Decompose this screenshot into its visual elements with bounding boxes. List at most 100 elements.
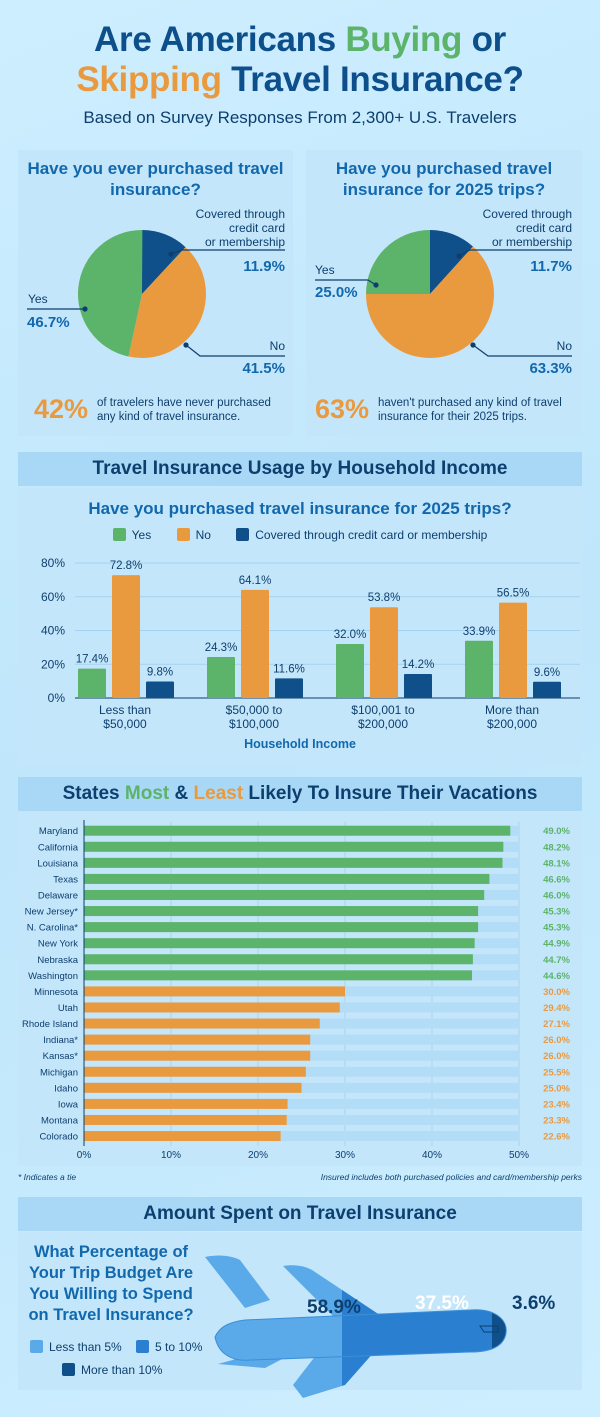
pie-2025-no-value: 63.3% bbox=[529, 360, 572, 377]
callout-42: 42% bbox=[34, 394, 89, 424]
question-line: on Travel Insurance? bbox=[28, 1306, 194, 1324]
label-line: credit card bbox=[515, 221, 572, 235]
subtitle: Based on Survey Responses From 2,300+ U.… bbox=[83, 108, 517, 127]
state-bar bbox=[84, 986, 345, 997]
x-tick-label: $100,001 to bbox=[351, 703, 415, 717]
state-value: 49.0% bbox=[543, 826, 570, 837]
state-bar bbox=[84, 906, 479, 917]
x-tick-label: $100,000 bbox=[229, 717, 279, 731]
pie-charts bbox=[27, 230, 572, 358]
pie-ever-no-label: No bbox=[269, 339, 285, 353]
x-tick-label: 10% bbox=[161, 1150, 181, 1161]
legend-label: No bbox=[195, 528, 211, 542]
bar-value-label: 32.0% bbox=[334, 629, 367, 641]
state-value: 46.6% bbox=[543, 874, 570, 885]
y-tick-label: 0% bbox=[48, 691, 66, 705]
pie-ever-covered-value: 11.9% bbox=[243, 258, 285, 275]
income-legend: Yes No Covered through credit card or me… bbox=[0, 527, 600, 543]
legend-5-10: 5 to 10% bbox=[136, 1339, 202, 1355]
pie-title-ever: Have you ever purchased travel insurance… bbox=[27, 159, 284, 199]
state-value: 22.6% bbox=[543, 1132, 570, 1143]
income-chart-title: Have you purchased travel insurance for … bbox=[88, 499, 512, 518]
state-value: 25.0% bbox=[543, 1083, 570, 1094]
state-label: Colorado bbox=[39, 1132, 78, 1143]
state-label: Montana bbox=[41, 1115, 79, 1126]
bar-track bbox=[84, 1131, 519, 1142]
state-bar bbox=[84, 841, 504, 852]
pie-2025-yes-value: 25.0% bbox=[315, 284, 358, 301]
state-label: Texas bbox=[53, 874, 78, 885]
legend-swatch-yes bbox=[112, 528, 126, 541]
bar-no bbox=[112, 575, 140, 698]
bar-yes bbox=[465, 640, 493, 698]
bar-yes bbox=[336, 644, 364, 698]
legend-swatch bbox=[136, 1340, 149, 1353]
question-line: Your Trip Budget Are bbox=[28, 1264, 194, 1282]
state-value: 29.4% bbox=[543, 1003, 570, 1014]
pie-2025 bbox=[366, 230, 494, 358]
pie-slice-yes bbox=[78, 230, 143, 357]
state-label: Washington bbox=[28, 971, 78, 982]
bar-value-label: 53.8% bbox=[368, 592, 401, 604]
bar-track bbox=[84, 1114, 519, 1125]
pie-2025-covered-value: 11.7% bbox=[530, 258, 572, 275]
x-tick-label: $50,000 to bbox=[226, 703, 283, 717]
state-label: Delaware bbox=[38, 890, 78, 901]
y-tick-label: 40% bbox=[41, 624, 65, 638]
state-value: 27.1% bbox=[543, 1019, 570, 1030]
callout-42-text: of travelers have never purchased any ki… bbox=[97, 397, 271, 423]
state-bar bbox=[84, 1050, 311, 1061]
state-bar bbox=[84, 1114, 287, 1125]
bar-yes bbox=[207, 656, 235, 698]
value-5-10: 37.5% bbox=[415, 1293, 469, 1314]
label-line: Covered through bbox=[482, 207, 572, 221]
value-less-5: 58.9% bbox=[307, 1297, 361, 1318]
states-bar-chart: 0% 10% 20% 30% 40% 50% Maryland 49.0% California… bbox=[22, 820, 571, 1161]
state-bar bbox=[84, 1066, 306, 1077]
title-skipping: Skipping bbox=[76, 60, 222, 99]
bar-value-label: 9.8% bbox=[147, 666, 173, 678]
airplane-chart bbox=[205, 1255, 507, 1398]
label-line: Covered through bbox=[195, 207, 285, 221]
state-value: 45.3% bbox=[543, 907, 570, 918]
state-bar bbox=[84, 938, 475, 949]
state-value: 46.0% bbox=[543, 890, 570, 901]
x-tick-label: 40% bbox=[422, 1150, 442, 1161]
pie-slice-covered bbox=[142, 230, 186, 294]
legend-less-5: Less than 5% bbox=[30, 1339, 122, 1355]
title-text: Travel Insurance? bbox=[221, 60, 524, 99]
section-header-income: Travel Insurance Usage by Household Inco… bbox=[18, 452, 582, 486]
header-least: Least bbox=[193, 783, 244, 804]
state-bar bbox=[84, 1098, 288, 1109]
state-label: Minnesota bbox=[34, 987, 79, 998]
state-value: 48.2% bbox=[543, 842, 570, 853]
state-label: New Jersey* bbox=[25, 907, 79, 918]
cockpit-window bbox=[479, 1325, 499, 1333]
state-value: 45.3% bbox=[543, 923, 570, 934]
y-tick-label: 60% bbox=[41, 590, 65, 604]
footnote-insured: Insured includes both purchased policies… bbox=[320, 1172, 582, 1182]
state-label: California bbox=[38, 842, 79, 853]
x-tick-label: 20% bbox=[248, 1150, 268, 1161]
state-value: 44.6% bbox=[543, 971, 570, 982]
state-bar bbox=[84, 857, 503, 868]
state-bar bbox=[84, 825, 511, 836]
state-value: 48.1% bbox=[543, 858, 570, 869]
state-value: 26.0% bbox=[543, 1051, 570, 1062]
state-bar bbox=[84, 1034, 311, 1045]
state-bar bbox=[84, 1018, 320, 1029]
bar-covered bbox=[146, 681, 174, 698]
legend-label: More than 10% bbox=[81, 1363, 163, 1377]
pie-slice-yes bbox=[366, 230, 430, 294]
bar-yes bbox=[78, 668, 106, 698]
state-label: N. Carolina* bbox=[27, 923, 79, 934]
label-line: or membership bbox=[204, 235, 285, 249]
state-bar bbox=[84, 1082, 302, 1093]
bar-value-label: 64.1% bbox=[239, 575, 272, 587]
legend-swatch bbox=[62, 1363, 75, 1376]
state-value: 23.3% bbox=[543, 1115, 570, 1126]
state-bar bbox=[84, 873, 490, 884]
state-label: New York bbox=[38, 939, 78, 950]
x-tick-label: Less than bbox=[99, 703, 151, 717]
state-label: Rhode Island bbox=[22, 1019, 78, 1030]
